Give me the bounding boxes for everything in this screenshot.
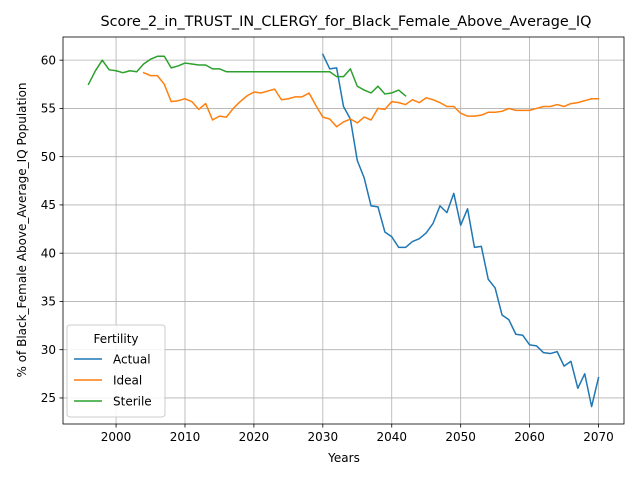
x-tick-label: 2070 (583, 430, 614, 444)
y-tick-label: 30 (41, 343, 56, 357)
y-tick-label: 25 (41, 391, 56, 405)
y-tick-label: 50 (41, 150, 56, 164)
plot-frame (62, 36, 625, 425)
series-line-sterile (87, 55, 407, 97)
legend-title: Fertility (93, 332, 138, 346)
series-line-ideal (142, 71, 600, 128)
y-tick-label: 35 (41, 295, 56, 309)
x-tick-label: 2040 (376, 430, 407, 444)
y-tick-label: 45 (41, 198, 56, 212)
legend-label-ideal: Ideal (113, 373, 142, 387)
y-tick-label: 60 (41, 53, 56, 67)
x-tick-label: 2060 (514, 430, 545, 444)
x-tick-label: 2030 (308, 430, 339, 444)
y-axis: 25 30 35 40 45 50 55 60 (41, 53, 63, 405)
y-tick-label: 40 (41, 246, 56, 260)
x-tick-label: 2000 (101, 430, 132, 444)
y-axis-label: % of Black_Female Above_Average_IQ Popul… (15, 82, 29, 377)
legend: Fertility Actual Ideal Sterile (66, 324, 166, 418)
x-tick-label: 2050 (445, 430, 476, 444)
legend-label-actual: Actual (113, 352, 151, 366)
legend-label-sterile: Sterile (113, 394, 152, 408)
x-tick-label: 2010 (170, 430, 201, 444)
series-line-actual (321, 53, 600, 408)
x-axis: 2000 2010 2020 2030 2040 2050 2060 2070 (101, 424, 614, 444)
y-tick-label: 55 (41, 102, 56, 116)
x-tick-label: 2020 (239, 430, 270, 444)
legend-entries: Actual Ideal Sterile (74, 352, 152, 408)
series-layer (87, 53, 600, 408)
x-axis-label: Years (327, 451, 360, 465)
legend-box (66, 324, 166, 418)
chart-title: Score_2_in_TRUST_IN_CLERGY_for_Black_Fem… (101, 14, 592, 30)
